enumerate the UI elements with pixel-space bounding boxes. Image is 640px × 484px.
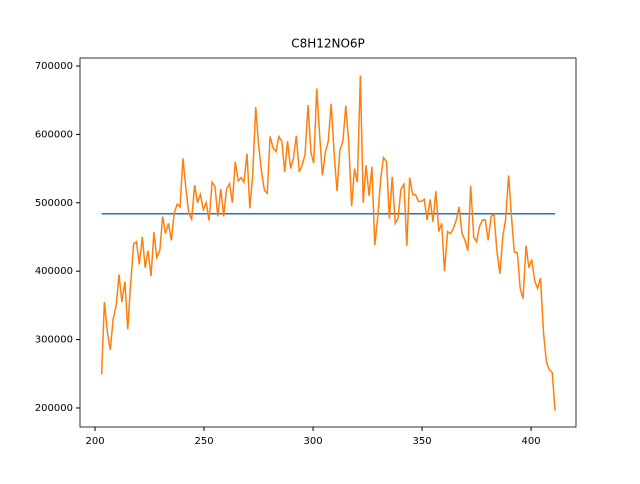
x-tick-label: 200 [85,436,104,447]
x-tick-label: 250 [195,436,214,447]
chart-title: C8H12NO6P [291,37,365,51]
y-tick-label: 600000 [35,129,73,140]
y-tick-label: 700000 [35,61,73,72]
y-tick-label: 500000 [35,198,73,209]
plot-frame [79,57,577,428]
x-tick-label: 400 [522,436,541,447]
y-tick-label: 300000 [35,335,73,346]
y-tick-label: 200000 [35,403,73,414]
x-tick-label: 350 [413,436,432,447]
y-tick-label: 400000 [35,266,73,277]
series-line [100,75,556,411]
x-tick-label: 300 [304,436,323,447]
